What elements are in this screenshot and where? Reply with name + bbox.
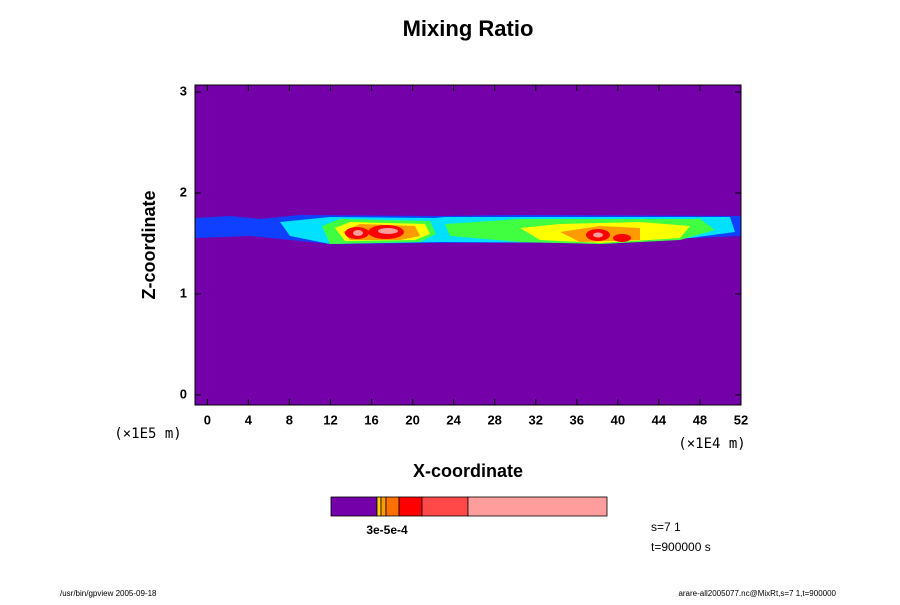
plot-frame xyxy=(194,84,742,406)
y-axis-label: Z-coordinate xyxy=(139,190,159,299)
field xyxy=(195,215,741,244)
plot-area xyxy=(195,85,741,405)
y-tick-label: 1 xyxy=(180,285,187,300)
colorbar-segment xyxy=(376,496,382,517)
y-tick-label: 0 xyxy=(180,386,187,401)
contour-pink xyxy=(353,230,363,236)
colorbar-segment xyxy=(380,496,387,517)
x-tick-label: 44 xyxy=(652,412,667,427)
x-tick-label: 28 xyxy=(487,412,501,427)
x-tick-label: 32 xyxy=(529,412,543,427)
colorbar-segment xyxy=(385,496,400,517)
colorbar-label: 3e-5e-4 xyxy=(366,523,408,537)
x-tick-label: 4 xyxy=(245,412,253,427)
annotation: s=7 1 xyxy=(651,520,681,534)
x-tick-label: 12 xyxy=(323,412,337,427)
x-tick-label: 16 xyxy=(364,412,378,427)
x-tick-label: 8 xyxy=(286,412,293,427)
x-tick-label: 36 xyxy=(570,412,584,427)
x-tick-label: 48 xyxy=(693,412,707,427)
footer-left: /usr/bin/gpview 2005-09-18 xyxy=(60,589,157,598)
footer-right: arare-all2005077.nc@MixRt,s=7 1,t=900000 xyxy=(678,589,836,598)
x-axis-label: X-coordinate xyxy=(413,461,523,481)
contour-pink xyxy=(593,232,603,238)
contour-red xyxy=(613,234,631,242)
chart-title: Mixing Ratio xyxy=(403,16,534,41)
x-tick-label: 0 xyxy=(204,412,211,427)
y-unit: (×1E5 m) xyxy=(114,426,181,442)
x-tick-label: 20 xyxy=(405,412,419,427)
x-unit: (×1E4 m) xyxy=(678,436,745,452)
colorbar-segment xyxy=(467,496,608,517)
colorbar-segment xyxy=(421,496,469,517)
y-tick-label: 3 xyxy=(180,84,187,99)
annotation: t=900000 s xyxy=(651,540,711,554)
colorbar xyxy=(330,496,608,517)
contour-pink xyxy=(378,228,398,234)
colorbar-segment xyxy=(330,496,378,517)
x-tick-label: 24 xyxy=(446,412,461,427)
colorbar-segment xyxy=(398,496,423,517)
x-tick-label: 52 xyxy=(734,412,748,427)
x-tick-label: 40 xyxy=(611,412,625,427)
y-tick-label: 2 xyxy=(180,184,187,199)
